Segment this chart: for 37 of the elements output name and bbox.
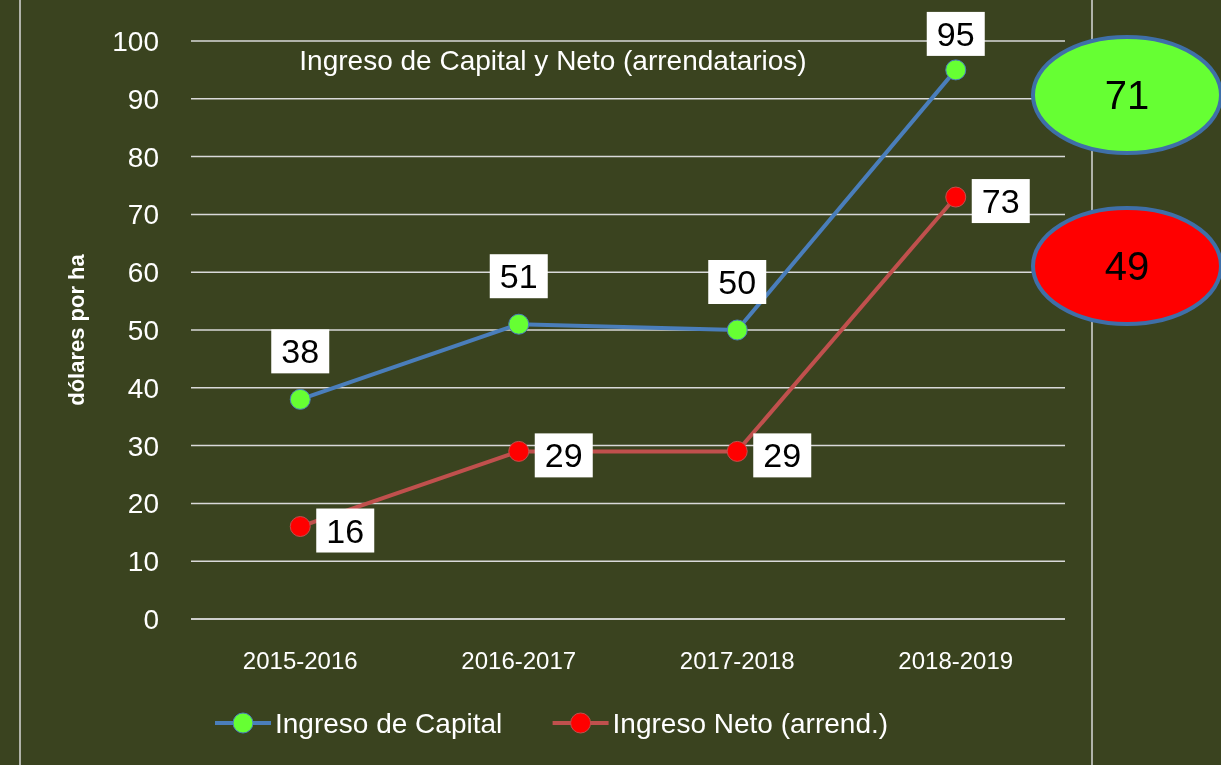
y-tick-label: 100 [112, 26, 159, 57]
text: 71 [1104, 73, 1150, 117]
y-tick-label: 40 [127, 372, 159, 404]
point [508, 440, 530, 462]
point [945, 186, 967, 208]
y-tick-label: 70 [127, 199, 159, 231]
x-tick-label: 2016-2017 [461, 647, 577, 674]
data-label: 38 [281, 332, 320, 371]
y-tick-label: 80 [127, 141, 159, 173]
y-tick-label: 30 [127, 430, 159, 462]
y-tick-label: 10 [127, 546, 159, 578]
point [508, 313, 530, 335]
x-tick-label: 2017-2018 [679, 647, 795, 674]
y-tick-label: 90 [127, 83, 159, 115]
y-axis-title: dólares por ha [64, 253, 89, 406]
y-tick-label: 50 [127, 315, 159, 346]
data-label: 73 [981, 182, 1020, 221]
point [726, 440, 748, 462]
data-label: 29 [763, 436, 802, 475]
legend-label: Ingreso Neto (arrend.) [612, 708, 889, 739]
legend-label: Ingreso de Capital [275, 708, 503, 739]
y-tick-label: 20 [127, 488, 159, 520]
data-label: 51 [499, 257, 538, 296]
text: 49 [1104, 244, 1150, 288]
point [726, 319, 748, 341]
data-label: 29 [544, 436, 583, 475]
point [945, 59, 967, 81]
point [289, 388, 311, 410]
point [289, 516, 311, 538]
chart-title: Ingreso de Capital y Neto (arrendatarios) [299, 45, 807, 76]
x-tick-label: 2015-2016 [242, 647, 358, 674]
data-label: 95 [936, 14, 975, 53]
y-tick-label: 0 [143, 604, 159, 635]
data-label: 50 [718, 263, 757, 301]
y-tick-label: 60 [127, 257, 159, 289]
data-label: 16 [326, 511, 365, 550]
x-tick-label: 2018-2019 [898, 647, 1014, 674]
